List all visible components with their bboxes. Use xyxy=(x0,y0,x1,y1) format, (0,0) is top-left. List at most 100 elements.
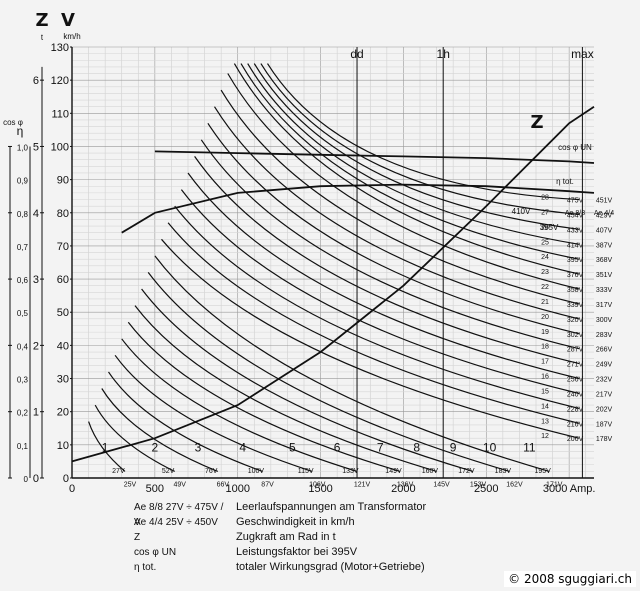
notch-curve xyxy=(94,404,175,472)
v-tick-label: 60 xyxy=(57,274,69,286)
notch-ae44-voltage: 266V xyxy=(596,347,613,354)
notch-ae44-voltage: 333V xyxy=(596,287,613,294)
v410-label: 410V xyxy=(512,207,531,216)
grid xyxy=(71,46,594,479)
notch-ae88-voltage: 414V xyxy=(567,242,584,249)
cos-axis-title: cos φ xyxy=(3,118,23,127)
notch-curve xyxy=(154,255,550,472)
z-axis-title: Z xyxy=(35,10,48,31)
legend-symbol: Ae 8/8 27V ÷ 475V / Ae 4/4 25V ÷ 450V xyxy=(134,502,224,528)
legend-row: η tot. totaler Wirkungsgrad (Motor+Getri… xyxy=(134,560,554,575)
legend-text: Leerlaufspannungen am Transformator xyxy=(236,501,427,513)
notch-ae88-voltage: 52V xyxy=(162,468,175,475)
legend-symbol: η tot. xyxy=(134,562,157,573)
notch-number: 25 xyxy=(541,239,549,246)
z-curve-label: Z xyxy=(530,112,543,133)
curves xyxy=(71,63,595,472)
notch-number: 8 xyxy=(413,440,420,454)
notch-number: 15 xyxy=(541,388,549,395)
notch-ae88-voltage: 160V xyxy=(422,468,439,475)
notch-ae44-voltage: 232V xyxy=(596,377,613,384)
notch-number: 12 xyxy=(541,433,549,440)
notch-ae44-voltage: 136V xyxy=(397,481,414,488)
legend-symbol: cos φ UN xyxy=(134,547,177,558)
notch-ae88-voltage: 475V xyxy=(567,198,584,205)
notch-ae44-voltage: 283V xyxy=(596,332,613,339)
marker-label: max xyxy=(571,47,594,61)
notch-ae44-voltage: 49V xyxy=(173,481,186,488)
legend-row: V Geschwindigkeit in km/h xyxy=(134,515,554,530)
eta-tick-label: 0,3 xyxy=(17,376,29,385)
eta-tick-label: 0,7 xyxy=(17,243,29,252)
notch-number: 3 xyxy=(195,440,202,454)
notch-ae44-voltage: 217V xyxy=(596,391,613,398)
notch-curve xyxy=(240,63,580,260)
notch-ae44-voltage: 451V xyxy=(596,198,613,205)
notch-curve xyxy=(260,63,580,215)
v-axis-unit: km/h xyxy=(63,32,80,41)
notch-ae88-voltage: 240V xyxy=(567,391,584,398)
notch-number: 21 xyxy=(541,299,549,306)
v-tick-label: 90 xyxy=(57,175,69,187)
notch-ae44-voltage: 171V xyxy=(546,481,563,488)
notch-ae88-voltage: 27V xyxy=(112,468,125,475)
notch-number: 16 xyxy=(541,374,549,381)
notch-number: 19 xyxy=(541,329,549,336)
z-tick-label: 1 xyxy=(33,407,39,419)
v-tick-label: 50 xyxy=(57,307,69,319)
notch-curve xyxy=(207,122,580,335)
notch-number: 18 xyxy=(541,344,549,351)
v-tick-label: 0 xyxy=(63,473,69,485)
notch-ae44-voltage: 162V xyxy=(506,481,523,488)
notch-curve xyxy=(194,156,580,365)
notch-curve xyxy=(233,63,580,275)
legend-row: cos φ UN Leistungsfaktor bei 395V xyxy=(134,545,554,560)
notch-curve xyxy=(247,63,580,245)
notch-number: 10 xyxy=(483,440,497,454)
notch-ae44-voltage: 368V xyxy=(596,257,613,264)
eta-curve-label: η tot. xyxy=(556,177,574,186)
notch-ae44-voltage: 387V xyxy=(596,242,613,249)
notch-ae88-voltage: 302V xyxy=(567,332,584,339)
eta-axis-title: η xyxy=(17,124,24,138)
notch-curve xyxy=(187,172,580,380)
notch-ae44-voltage: 106V xyxy=(309,481,326,488)
series-line-cosun xyxy=(154,150,595,164)
z-tick-label: 2 xyxy=(33,340,39,352)
v395-label: 395V xyxy=(540,223,559,232)
notch-ae88-voltage: 228V xyxy=(567,406,584,413)
notch-ae44-voltage: 178V xyxy=(596,436,613,443)
notch-curve xyxy=(161,238,580,439)
notch-ae88-voltage: 133V xyxy=(342,468,359,475)
notch-number: 2 xyxy=(152,440,159,454)
notch-ae88-voltage: 271V xyxy=(567,362,584,369)
notch-ae88-voltage: 358V xyxy=(567,287,584,294)
legend-symbol: V xyxy=(134,517,141,528)
notch-curve xyxy=(174,205,580,409)
legend-text: Geschwindigkeit in km/h xyxy=(236,516,355,528)
legend: Ae 8/8 27V ÷ 475V / Ae 4/4 25V ÷ 450V Le… xyxy=(134,500,554,575)
notch-number: 6 xyxy=(334,440,341,454)
notch-number: 28 xyxy=(541,195,549,202)
notch-ae44-voltage: 202V xyxy=(596,406,613,413)
notch-curve xyxy=(227,73,580,290)
notch-ae88-voltage: 339V xyxy=(567,302,584,309)
notch-ae88-voltage: 183V xyxy=(495,468,512,475)
x-tick-label: 2500 xyxy=(474,483,498,495)
x-tick-label: 0 xyxy=(69,483,75,495)
legend-symbol: Z xyxy=(134,532,141,543)
notch-number: 9 xyxy=(450,440,457,454)
series-line-tot xyxy=(121,183,595,234)
z-tick-label: 3 xyxy=(33,274,39,286)
z-axis-unit: t xyxy=(41,33,44,42)
notch-ae88-voltage: 256V xyxy=(567,377,584,384)
v-tick-label: 110 xyxy=(51,108,69,120)
v-tick-label: 80 xyxy=(57,208,69,220)
eta-tick-label: 0,8 xyxy=(17,210,29,219)
notch-ae88-voltage: 195V xyxy=(534,468,551,475)
notch-number: 26 xyxy=(541,224,549,231)
notch-number: 17 xyxy=(541,359,549,366)
notch-ae88-voltage: 395V xyxy=(567,257,584,264)
notch-ae88-voltage: 100V xyxy=(248,468,265,475)
